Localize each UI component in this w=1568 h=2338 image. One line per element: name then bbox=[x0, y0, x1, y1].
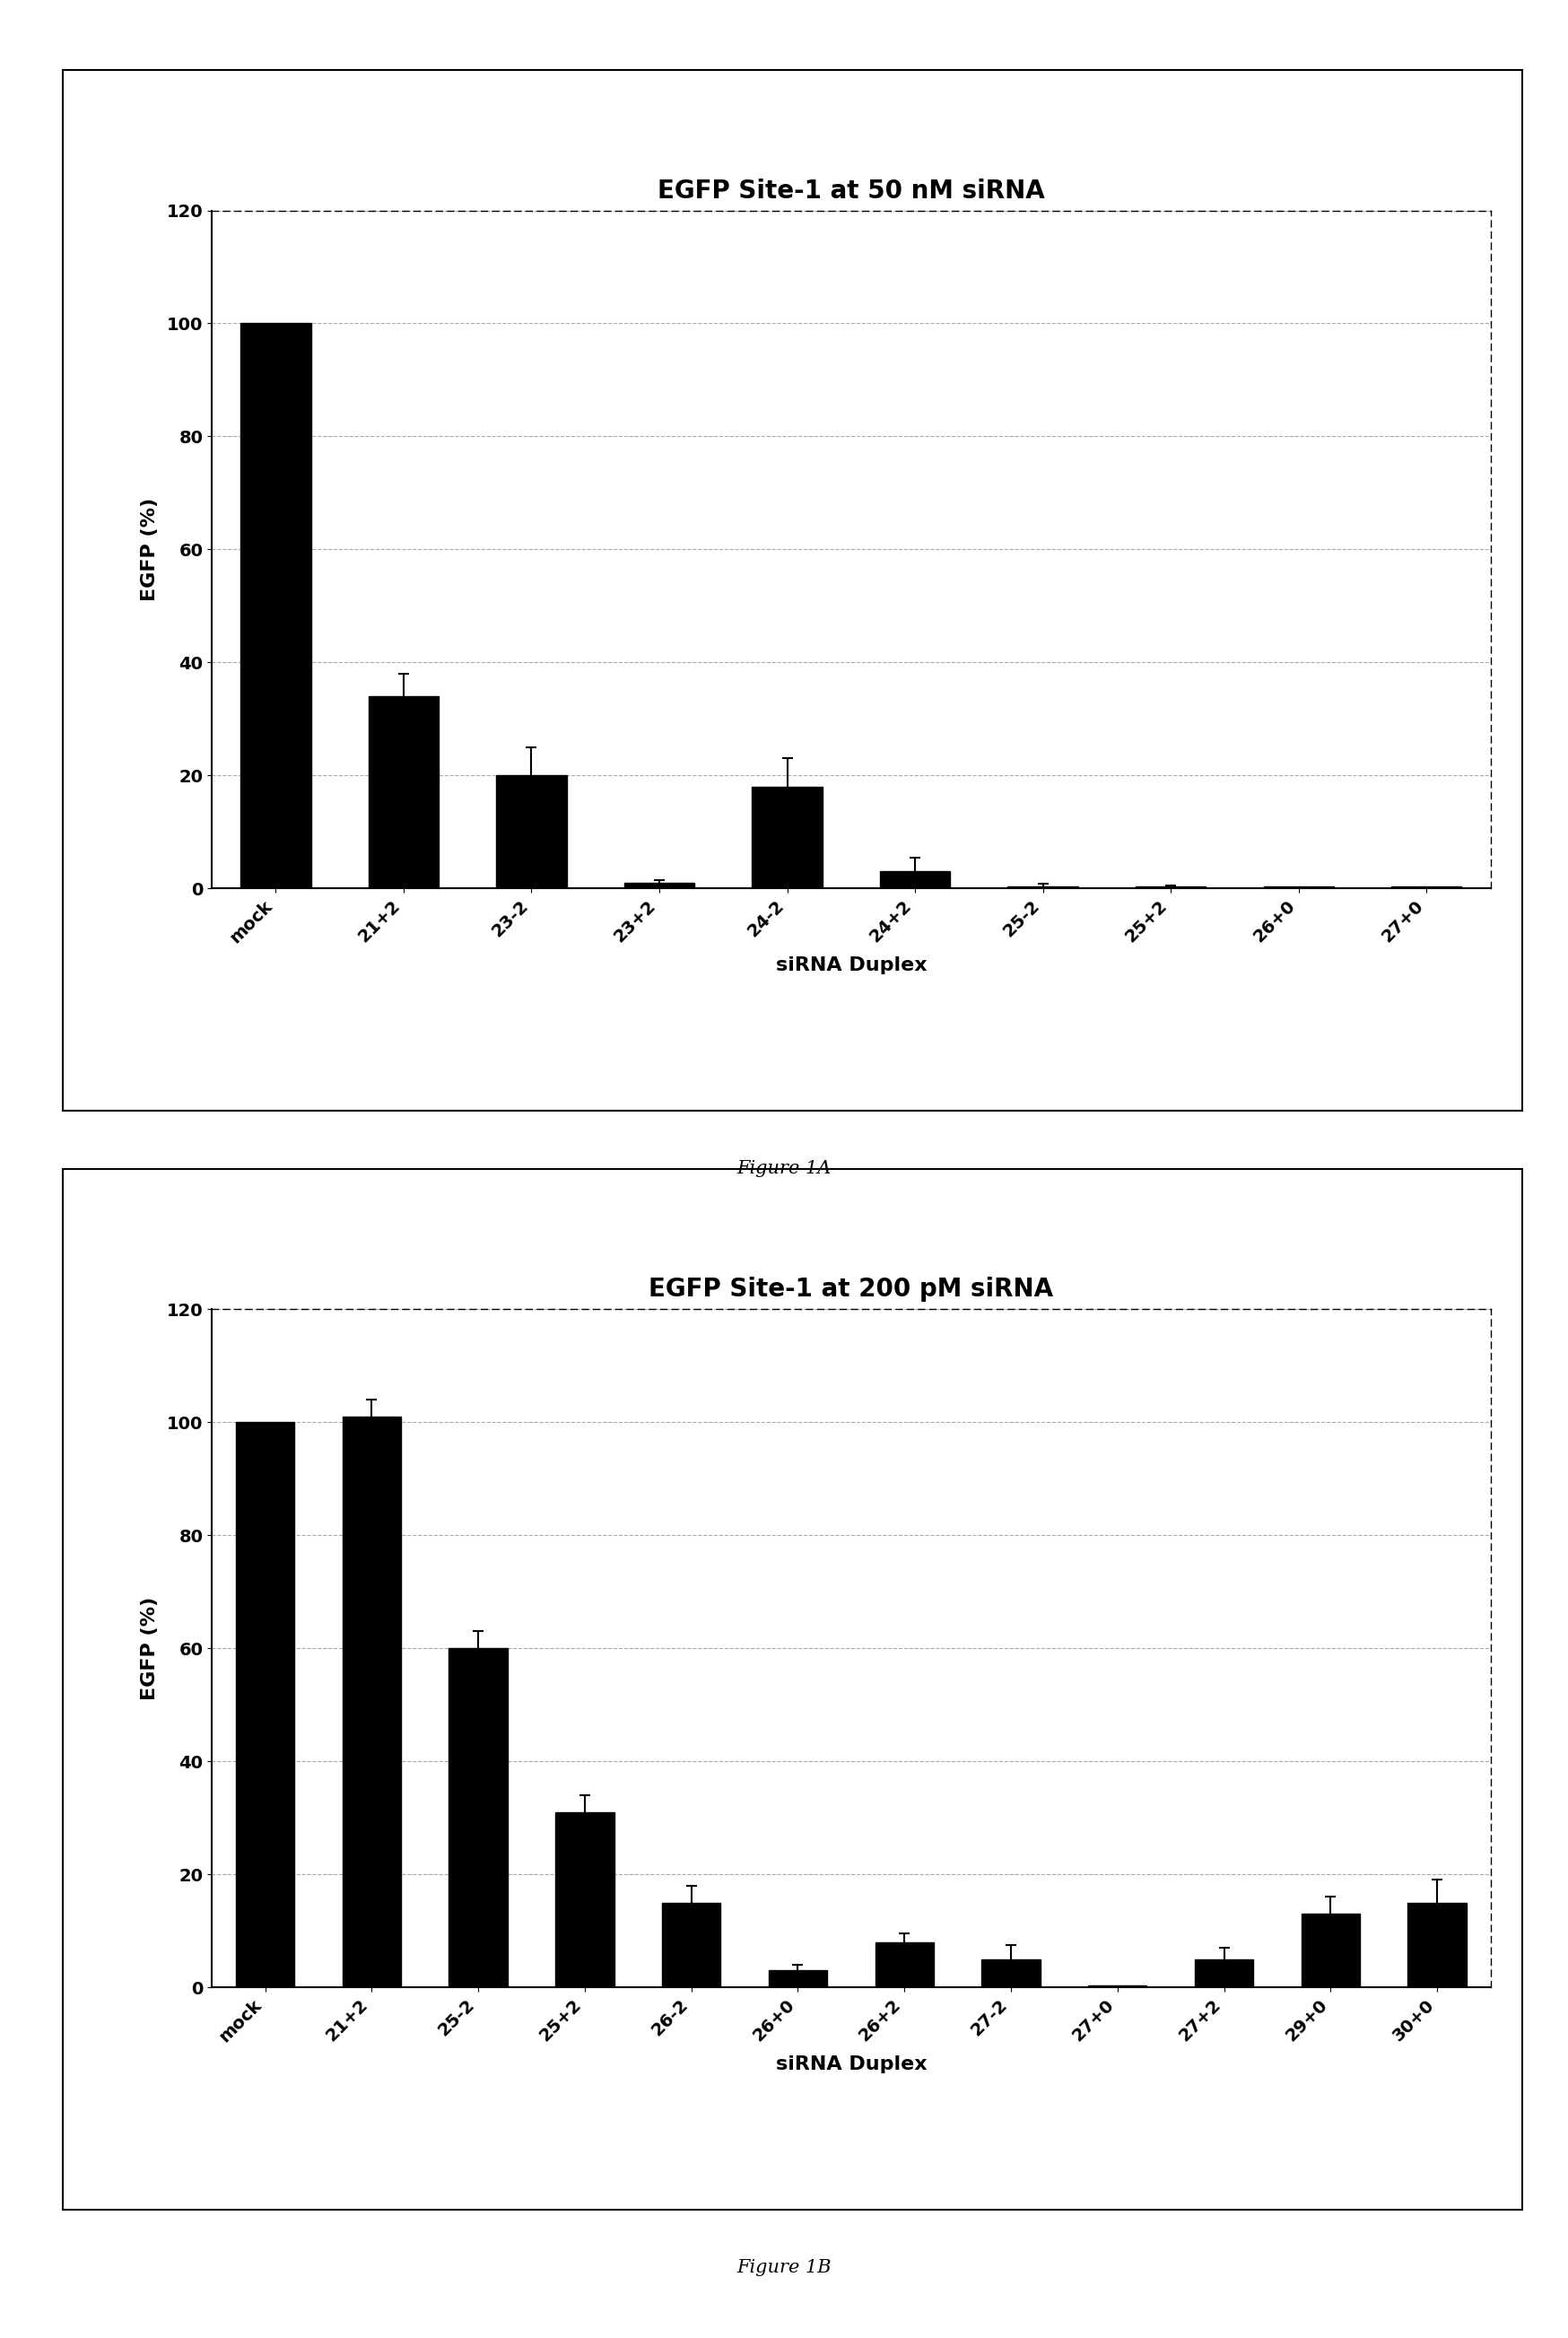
Bar bbox=[1406, 1903, 1466, 1987]
Bar bbox=[768, 1971, 826, 1987]
Bar bbox=[751, 786, 822, 888]
Bar bbox=[368, 697, 439, 888]
Bar bbox=[1195, 1959, 1253, 1987]
Bar bbox=[880, 872, 950, 888]
Text: Figure 1B: Figure 1B bbox=[737, 2259, 831, 2277]
Y-axis label: EGFP (%): EGFP (%) bbox=[141, 1597, 158, 1700]
Bar bbox=[495, 776, 566, 888]
Bar bbox=[240, 323, 310, 888]
X-axis label: siRNA Duplex: siRNA Duplex bbox=[775, 2055, 927, 2074]
Y-axis label: EGFP (%): EGFP (%) bbox=[141, 498, 158, 601]
Title: EGFP Site-1 at 50 nM siRNA: EGFP Site-1 at 50 nM siRNA bbox=[657, 178, 1044, 203]
Bar bbox=[982, 1959, 1040, 1987]
X-axis label: siRNA Duplex: siRNA Duplex bbox=[775, 956, 927, 975]
Text: Figure 1A: Figure 1A bbox=[737, 1160, 831, 1178]
Bar bbox=[235, 1422, 295, 1987]
Bar bbox=[448, 1648, 506, 1987]
Title: EGFP Site-1 at 200 pM siRNA: EGFP Site-1 at 200 pM siRNA bbox=[649, 1277, 1052, 1302]
Bar bbox=[342, 1417, 401, 1987]
Bar bbox=[555, 1812, 613, 1987]
Bar bbox=[662, 1903, 720, 1987]
Bar bbox=[624, 884, 695, 888]
Bar bbox=[875, 1943, 933, 1987]
Bar bbox=[1300, 1915, 1359, 1987]
